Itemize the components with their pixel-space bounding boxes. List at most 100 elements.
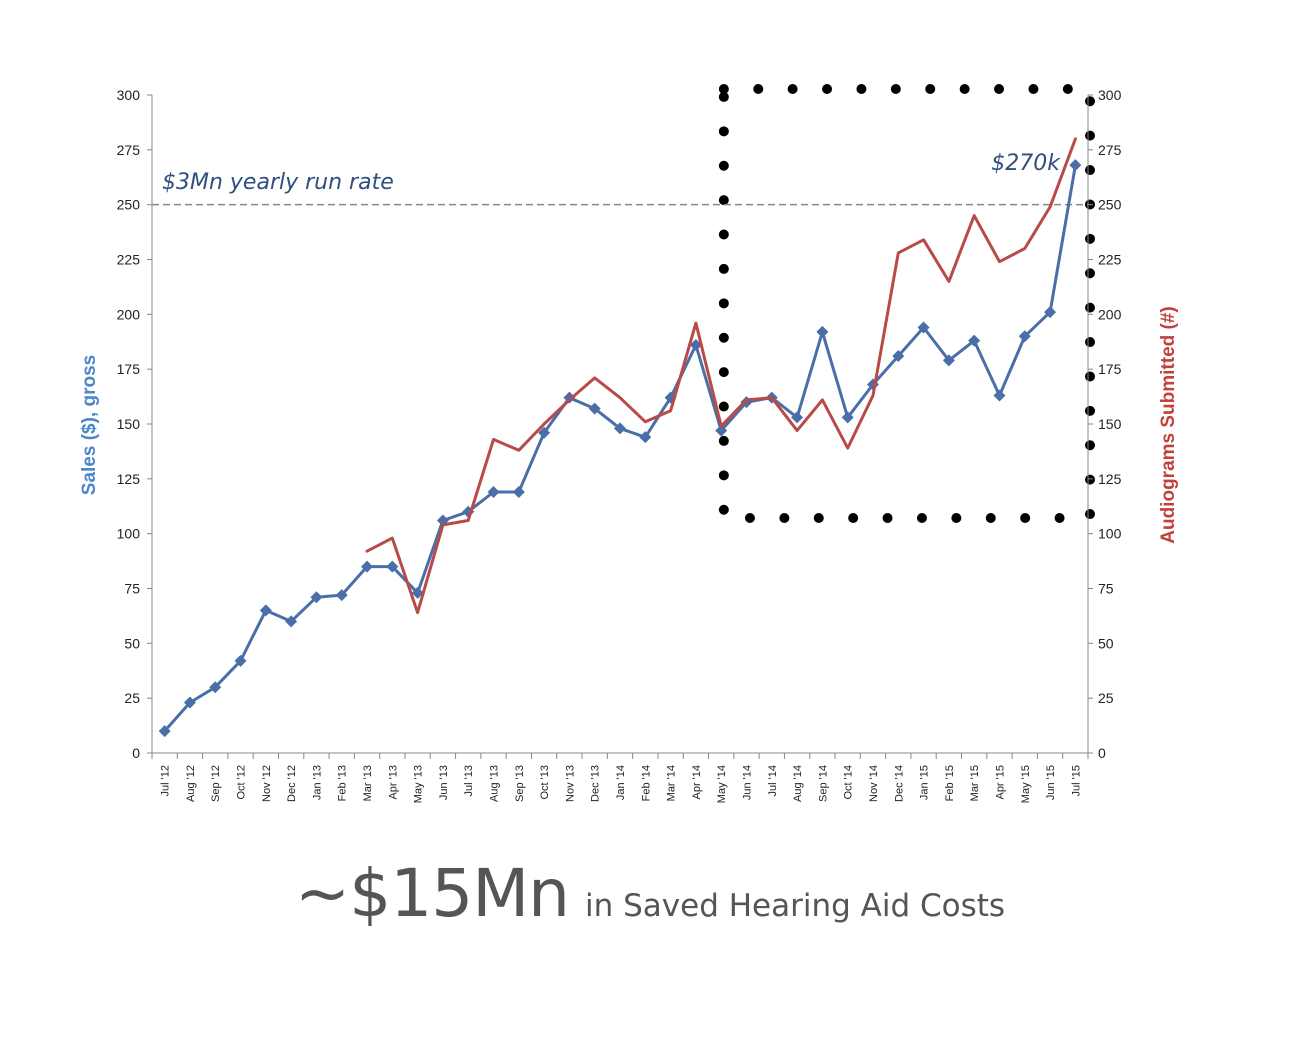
x-tick-label: Jun '14 — [741, 765, 753, 800]
right-tick-label: 0 — [1098, 745, 1106, 761]
left-tick-label: 0 — [132, 745, 140, 761]
sales-point — [639, 431, 652, 444]
sales-point — [361, 560, 374, 573]
right-tick-label: 275 — [1098, 142, 1122, 158]
x-tick-label: Mar '13 — [362, 765, 374, 801]
x-tick-label: Oct '14 — [843, 765, 855, 800]
sales-point — [791, 411, 804, 424]
sales-point — [588, 402, 601, 415]
right-tick-label: 225 — [1098, 252, 1122, 268]
sales-point — [917, 321, 930, 334]
sales-point — [335, 589, 348, 602]
right-tick-label: 100 — [1098, 526, 1122, 542]
x-tick-label: Aug '14 — [792, 765, 804, 802]
left-tick-label: 275 — [117, 142, 141, 158]
x-tick-label: Aug '12 — [185, 765, 197, 802]
x-tick-label: Jul '14 — [767, 765, 779, 796]
sales-point — [158, 725, 171, 738]
x-tick-label: Apr '13 — [387, 765, 399, 800]
sales-point — [715, 424, 728, 437]
right-tick-label: 250 — [1098, 197, 1122, 213]
left-tick-label: 225 — [117, 252, 141, 268]
sales-point — [310, 591, 323, 604]
sales-point — [183, 696, 196, 709]
sales-point — [1044, 306, 1057, 319]
sales-point — [942, 354, 955, 367]
x-tick-label: Dec '14 — [893, 765, 905, 802]
sales-point — [538, 426, 551, 439]
left-tick-label: 100 — [117, 526, 141, 542]
sales-point — [209, 681, 222, 694]
sales-point — [234, 654, 247, 667]
right-tick-label: 75 — [1098, 581, 1114, 597]
run-rate-label: $3Mn yearly run rate — [162, 170, 394, 195]
x-tick-label: Aug '13 — [489, 765, 501, 802]
sales-point — [386, 560, 399, 573]
right-tick-label: 25 — [1098, 690, 1114, 706]
sales-point — [411, 586, 424, 599]
x-tick-label: Nov '14 — [868, 765, 880, 802]
x-tick-label: Apr '14 — [691, 765, 703, 800]
left-axis-ticks: 0 25 50 75 100 125 150 175 200 225 250 275 300 — [117, 87, 152, 761]
x-tick-label: Jan '13 — [311, 765, 323, 800]
sales-point — [285, 615, 298, 628]
sales-point — [563, 391, 576, 404]
savings-subtext: in Saved Hearing Aid Costs — [584, 888, 1006, 924]
left-tick-label: 175 — [117, 361, 141, 377]
right-tick-label: 125 — [1098, 471, 1122, 487]
x-tick-label: Oct '13 — [539, 765, 551, 800]
x-tick-label: Nov '12 — [261, 765, 273, 802]
highlight-box-border — [718, 84, 1095, 523]
x-tick-label: Jul '15 — [1070, 765, 1082, 796]
sales-point — [259, 604, 272, 617]
x-tick-label: May '14 — [716, 765, 728, 803]
x-tick-label: Jun '13 — [438, 765, 450, 800]
x-tick-label: Oct '12 — [236, 765, 248, 800]
x-tick-label: Jul '12 — [160, 765, 172, 796]
sales-point — [993, 389, 1006, 402]
x-tick-label: Apr '15 — [994, 765, 1006, 800]
sales-point — [816, 325, 829, 338]
right-tick-label: 300 — [1098, 87, 1122, 103]
x-tick-label: Dec '13 — [590, 765, 602, 802]
x-tick-label: Jan '14 — [615, 765, 627, 800]
right-tick-label: 150 — [1098, 416, 1122, 432]
x-tick-label: May '13 — [413, 765, 425, 803]
peak-annotation: $270k — [991, 151, 1061, 176]
left-tick-label: 125 — [117, 471, 141, 487]
sales-point — [1069, 159, 1082, 172]
right-axis-ticks: 0 25 50 75 100 125 150 175 200 225 250 275 300 — [1088, 87, 1122, 761]
left-tick-label: 200 — [117, 306, 141, 322]
x-tick-label: Feb '13 — [337, 765, 349, 801]
sales-point — [968, 334, 981, 347]
x-tick-label: Mar '15 — [969, 765, 981, 801]
x-tick-label: Feb '15 — [944, 765, 956, 801]
highlight-box — [718, 84, 1095, 523]
sales-point — [841, 411, 854, 424]
left-tick-label: 25 — [124, 690, 140, 706]
left-tick-label: 150 — [117, 416, 141, 432]
left-tick-label: 250 — [117, 197, 141, 213]
sales-point — [512, 485, 525, 498]
sales-point — [892, 350, 905, 363]
x-tick-label: Dec '12 — [286, 765, 298, 802]
left-tick-label: 300 — [117, 87, 141, 103]
sales-point — [487, 485, 500, 498]
x-tick-label: May '15 — [1020, 765, 1032, 803]
sales-point — [1018, 330, 1031, 343]
x-tick-label: Sep '12 — [210, 765, 222, 802]
right-tick-label: 200 — [1098, 306, 1122, 322]
x-axis-ticks: Jul '12 Aug '12 Sep '12 Oct '12 Nov '12 Dec '… — [151, 753, 1089, 803]
x-tick-label: Feb '14 — [640, 765, 652, 801]
sales-audiograms-chart: 0 25 50 75 100 125 150 175 200 225 250 275 300 0 25 50… — [79, 84, 1179, 803]
x-tick-label: Jun '15 — [1045, 765, 1057, 800]
left-axis-title: Sales ($), gross — [79, 355, 100, 495]
sales-gross-line — [163, 163, 1077, 733]
savings-headline: ~$15Mn — [294, 855, 570, 932]
x-tick-label: Sep '14 — [817, 765, 829, 802]
x-tick-label: Mar '14 — [666, 765, 678, 801]
sales-point — [614, 422, 626, 435]
left-tick-label: 75 — [124, 581, 140, 597]
right-tick-label: 175 — [1098, 361, 1122, 377]
audiograms-submitted-line — [365, 137, 1077, 615]
